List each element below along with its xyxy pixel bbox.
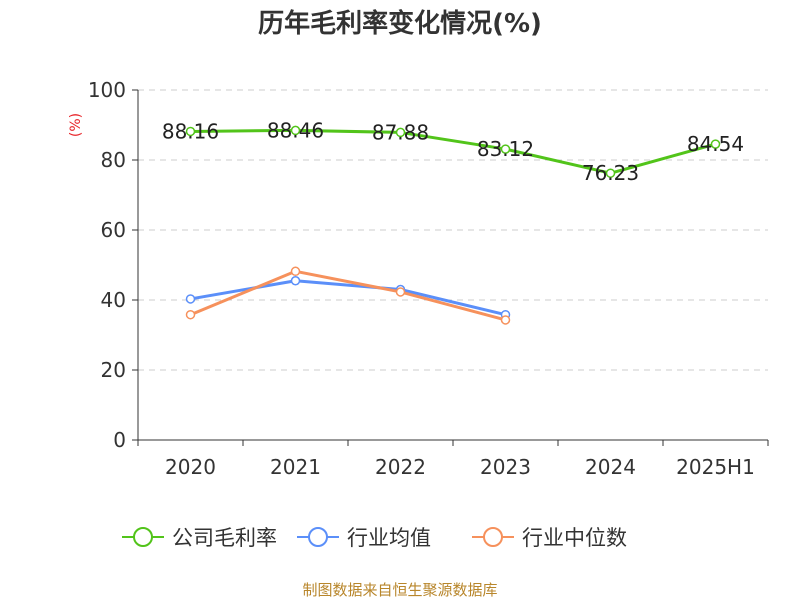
data-label: 76.23 <box>582 161 639 185</box>
legend-marker <box>483 527 503 547</box>
series-point <box>290 266 301 277</box>
axes: 0 20 40 60 80 100 2020 2021 2022 2023 2024 2025H1 <box>88 78 769 479</box>
series-point <box>185 126 196 137</box>
data-label: 84.54 <box>687 132 744 156</box>
series-point <box>185 294 196 304</box>
series-point <box>710 139 721 149</box>
legend-label: 行业中位数 <box>522 526 627 550</box>
y-tick-label: 60 <box>101 218 126 242</box>
series-point <box>605 168 616 178</box>
x-tick-label: 2023 <box>480 455 531 479</box>
series-point <box>290 276 301 286</box>
series-point <box>500 315 511 325</box>
series-point <box>500 144 511 154</box>
series-point <box>395 127 406 138</box>
legend-label: 公司毛利率 <box>172 526 277 550</box>
y-tick-label: 20 <box>101 358 126 382</box>
x-tick-label: 2022 <box>375 455 426 479</box>
series-lines <box>185 125 721 325</box>
x-tick-label: 2021 <box>270 455 321 479</box>
data-label: 88.16 <box>162 119 219 143</box>
data-label: 83.12 <box>477 137 534 161</box>
legend-marker <box>308 527 328 547</box>
gridlines <box>138 89 768 371</box>
series-line <box>189 128 717 175</box>
series-line <box>189 279 507 317</box>
series-point <box>185 309 196 320</box>
x-tick-label: 2020 <box>165 455 216 479</box>
data-label: 88.46 <box>267 118 324 142</box>
chart-title: 历年毛利率变化情况(%) <box>258 8 542 39</box>
y-axis-unit: (%) <box>68 113 84 137</box>
legend-label: 行业均值 <box>347 526 431 550</box>
x-tick-label: 2024 <box>585 455 636 479</box>
data-label: 87.88 <box>372 120 429 144</box>
series-line <box>189 269 507 322</box>
series-point <box>290 125 301 136</box>
y-tick-label: 40 <box>101 288 126 312</box>
y-tick-label: 0 <box>113 428 126 452</box>
legend-marker <box>133 527 153 547</box>
y-tick-label: 80 <box>101 148 126 172</box>
legend: 公司毛利率 行业均值 行业中位数 <box>122 526 627 550</box>
y-tick-label: 100 <box>88 78 126 102</box>
x-tick-label: 2025H1 <box>676 455 755 479</box>
series-point <box>395 287 406 297</box>
data-labels: 88.16 88.46 87.88 83.12 76.23 84.54 <box>162 118 744 185</box>
source-note: 制图数据来自恒生聚源数据库 <box>302 581 497 599</box>
